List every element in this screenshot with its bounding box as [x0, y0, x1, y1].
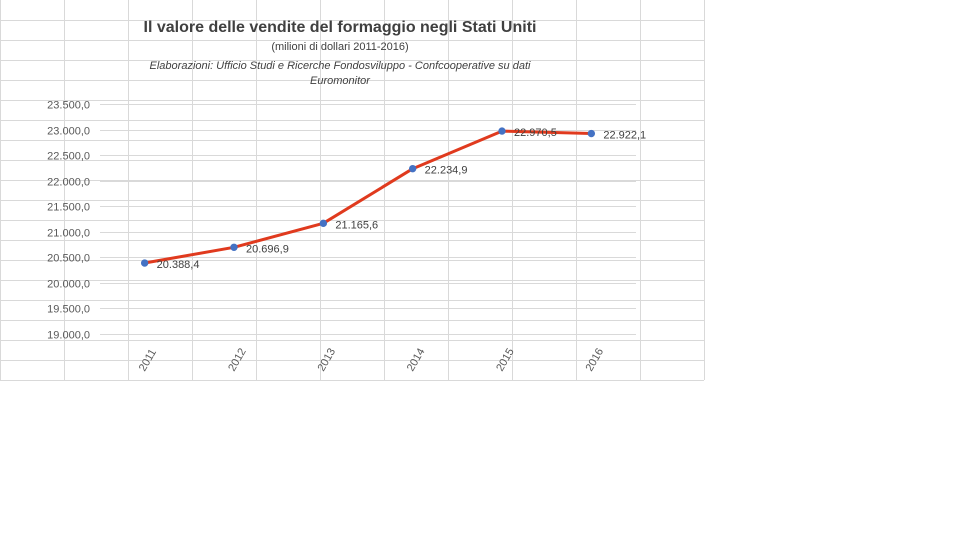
- y-tick-label: 23.500,0: [47, 100, 90, 112]
- series-marker: [230, 243, 238, 251]
- data-label: 21.165,6: [335, 219, 378, 231]
- x-tick-label: 2015: [494, 346, 517, 373]
- data-labels: 20.388,4 20.696,9 21.165,6 22.234,9 22.970,5…: [157, 127, 646, 271]
- spreadsheet-cell-grid: [0, 0, 705, 381]
- data-label: 22.234,9: [425, 165, 468, 177]
- y-tick-label: 19.500,0: [47, 304, 90, 316]
- y-tick-label: 21.000,0: [47, 228, 90, 240]
- x-tick-label: 2014: [405, 346, 428, 373]
- x-tick-label: 2012: [226, 346, 249, 373]
- y-tick-label: 19.000,0: [47, 330, 90, 342]
- y-tick-label: 21.500,0: [47, 202, 90, 214]
- y-tick-label: 23.000,0: [47, 126, 90, 138]
- data-label: 20.388,4: [157, 259, 200, 271]
- y-tick-label: 22.000,0: [47, 177, 90, 189]
- x-tick-label: 2013: [316, 346, 339, 373]
- data-label: 20.696,9: [246, 243, 289, 255]
- y-tick-label: 20.000,0: [47, 279, 90, 291]
- x-tick-label: 2016: [584, 346, 607, 373]
- series-line: [143, 129, 593, 265]
- chart-subtitle: (milioni di dollari 2011-2016): [271, 41, 409, 53]
- y-axis-tick-labels: 19.000,0 19.500,0 20.000,0 20.500,0 21.000,0…: [47, 100, 90, 342]
- data-label: 22.970,5: [514, 127, 557, 139]
- chart-credit-line-2: Euromonitor: [310, 75, 370, 87]
- series-marker: [587, 129, 596, 138]
- chart-credit-line-1: Elaborazioni: Ufficio Studi e Ricerche F…: [149, 60, 531, 72]
- y-tick-label: 22.500,0: [47, 151, 90, 163]
- x-axis-tick-labels: 2011 2012 2013 2014 2015 2016: [137, 346, 606, 373]
- chart-credit: Elaborazioni: Ufficio Studi e Ricerche F…: [60, 59, 620, 89]
- y-tick-label: 20.500,0: [47, 253, 90, 265]
- series-marker: [319, 219, 328, 228]
- series-marker: [498, 127, 506, 135]
- data-label: 22.922,1: [603, 130, 646, 142]
- chart-gridlines: [100, 104, 636, 335]
- series-marker: [408, 164, 417, 173]
- chart-title: Il valore delle vendite del formaggio ne…: [143, 19, 537, 36]
- series-marker: [140, 259, 149, 267]
- series-markers: [140, 127, 596, 267]
